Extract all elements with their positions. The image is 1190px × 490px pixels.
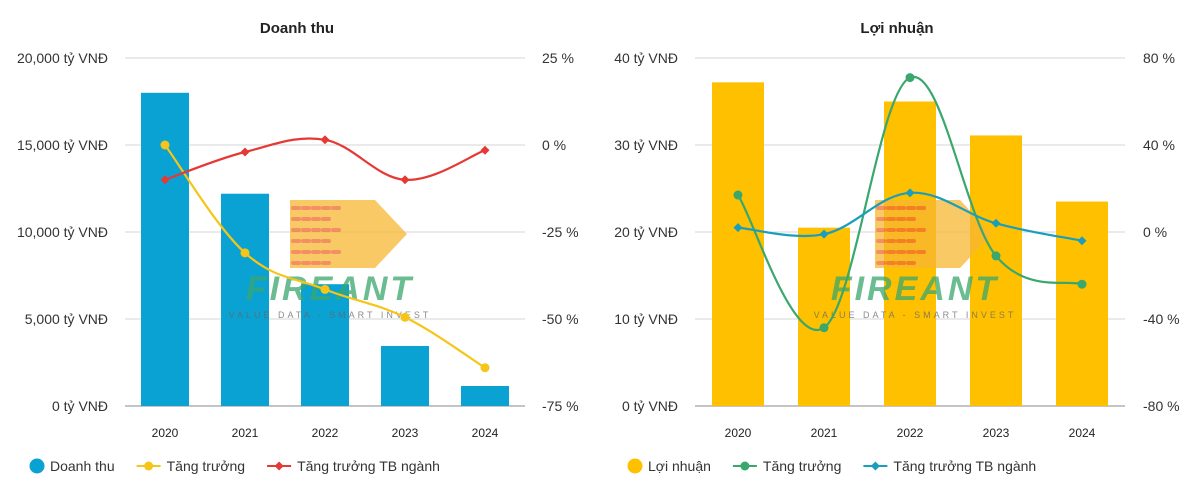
line-point[interactable] [1077, 279, 1087, 289]
right-axis-tick-label: 0 % [542, 137, 566, 153]
bar-2021[interactable] [798, 227, 850, 406]
right-axis-tick-label: 40 % [1143, 137, 1175, 153]
legend-item[interactable]: Lợi nhuận [627, 458, 711, 474]
legend-point-marker [274, 461, 284, 471]
watermark-brand: FIREANT [246, 270, 415, 308]
legend-point-marker [870, 461, 880, 471]
chart-title: Lợi nhuận [860, 20, 933, 37]
bar-2024[interactable] [461, 385, 509, 406]
legend-label: Tăng trưởng [763, 458, 841, 474]
legend-item[interactable]: Doanh thu [29, 458, 115, 474]
right-axis-tick-label: 80 % [1143, 50, 1175, 66]
right-axis-tick-label: 25 % [542, 50, 574, 66]
legend-item[interactable]: Tăng trưởng TB ngành [267, 458, 440, 474]
watermark-tagline: VALUE DATA - SMART INVEST [814, 310, 1017, 320]
left-axis-tick-label: 10,000 tỷ VNĐ [17, 224, 108, 240]
line-point[interactable] [733, 223, 743, 233]
legend: Doanh thu Tăng trưởng Tăng trưởng TB ngành [29, 458, 440, 474]
line-point[interactable] [1077, 236, 1087, 246]
legend-label: Tăng trưởng TB ngành [297, 458, 440, 474]
line-point[interactable] [905, 73, 915, 83]
right-axis-tick-label: 0 % [1143, 224, 1167, 240]
chart-title: Doanh thu [260, 20, 334, 37]
line-point[interactable] [733, 190, 743, 200]
left-axis-tick-label: 20,000 tỷ VNĐ [17, 50, 108, 66]
line-point[interactable] [320, 135, 330, 145]
watermark-logo: FIREANT VALUE DATA - SMART INVEST [814, 200, 1017, 320]
legend-item[interactable]: Tăng trưởng [136, 458, 245, 474]
left-axis-tick-label: 20 tỷ VNĐ [614, 224, 678, 240]
category-label: 2021 [811, 426, 838, 440]
left-axis-tick-label: 5,000 tỷ VNĐ [25, 311, 108, 327]
line-point[interactable] [160, 140, 170, 150]
watermark-chevron-icon [290, 200, 407, 268]
line-point[interactable] [480, 363, 490, 373]
line-series-1 [737, 75, 1083, 332]
legend-bar-marker [627, 458, 643, 474]
line-point[interactable] [991, 218, 1001, 228]
line-point[interactable] [819, 323, 829, 333]
legend-item[interactable]: Tăng trưởng [732, 458, 841, 474]
line-point[interactable] [400, 312, 410, 322]
category-label: 2022 [897, 426, 924, 440]
legend-label: Tăng trưởng TB ngành [893, 458, 1036, 474]
category-label: 2021 [232, 426, 259, 440]
bar-2023[interactable] [381, 345, 429, 406]
category-label: 2020 [152, 426, 179, 440]
watermark-tagline: VALUE DATA - SMART INVEST [229, 310, 432, 320]
line-point[interactable] [819, 229, 829, 239]
left-axis-tick-label: 15,000 tỷ VNĐ [17, 137, 108, 153]
line-point[interactable] [240, 248, 250, 258]
line-point[interactable] [905, 188, 915, 198]
right-axis-tick-label: -40 % [1143, 311, 1180, 327]
category-label: 2023 [392, 426, 419, 440]
line-point[interactable] [240, 147, 250, 157]
left-axis-tick-label: 40 tỷ VNĐ [614, 50, 678, 66]
watermark-brand: FIREANT [831, 270, 1000, 308]
legend-label: Tăng trưởng [167, 458, 245, 474]
category-label: 2020 [725, 426, 752, 440]
chart-panel-2: Lợi nhuận 0 tỷ VNĐ -80 % 10 tỷ VNĐ -40 % 20 t… [614, 20, 1179, 474]
category-label: 2023 [983, 426, 1010, 440]
left-axis-tick-label: 10 tỷ VNĐ [614, 311, 678, 327]
right-axis-tick-label: -75 % [542, 398, 579, 414]
right-axis-tick-label: -50 % [542, 311, 579, 327]
line-point[interactable] [160, 175, 170, 185]
category-label: 2024 [1069, 426, 1096, 440]
legend-point-marker [740, 461, 750, 471]
left-axis-tick-label: 30 tỷ VNĐ [614, 137, 678, 153]
legend-bar-marker [29, 458, 45, 474]
line-point[interactable] [400, 175, 410, 185]
category-label: 2022 [312, 426, 339, 440]
bar-2022[interactable] [301, 284, 349, 406]
left-axis-tick-label: 0 tỷ VNĐ [622, 398, 678, 414]
legend-point-marker [144, 461, 154, 471]
legend-label: Lợi nhuận [648, 458, 711, 474]
bar-2020[interactable] [712, 82, 764, 407]
line-point[interactable] [991, 251, 1001, 261]
legend-label: Doanh thu [50, 458, 115, 474]
legend: Lợi nhuận Tăng trưởng Tăng trưởng TB ngành [627, 458, 1036, 474]
right-axis-tick-label: -25 % [542, 224, 579, 240]
bar-2021[interactable] [221, 193, 269, 406]
category-label: 2024 [472, 426, 499, 440]
chart-panel-1: Doanh thu 0 tỷ VNĐ -75 % 5,000 tỷ VNĐ -50 % 1… [17, 20, 579, 474]
bar-2020[interactable] [141, 92, 189, 407]
left-axis-tick-label: 0 tỷ VNĐ [52, 398, 108, 414]
legend-item[interactable]: Tăng trưởng TB ngành [863, 458, 1036, 474]
line-point[interactable] [320, 284, 330, 294]
line-point[interactable] [480, 145, 490, 155]
bar-2024[interactable] [1056, 201, 1108, 406]
right-axis-tick-label: -80 % [1143, 398, 1180, 414]
